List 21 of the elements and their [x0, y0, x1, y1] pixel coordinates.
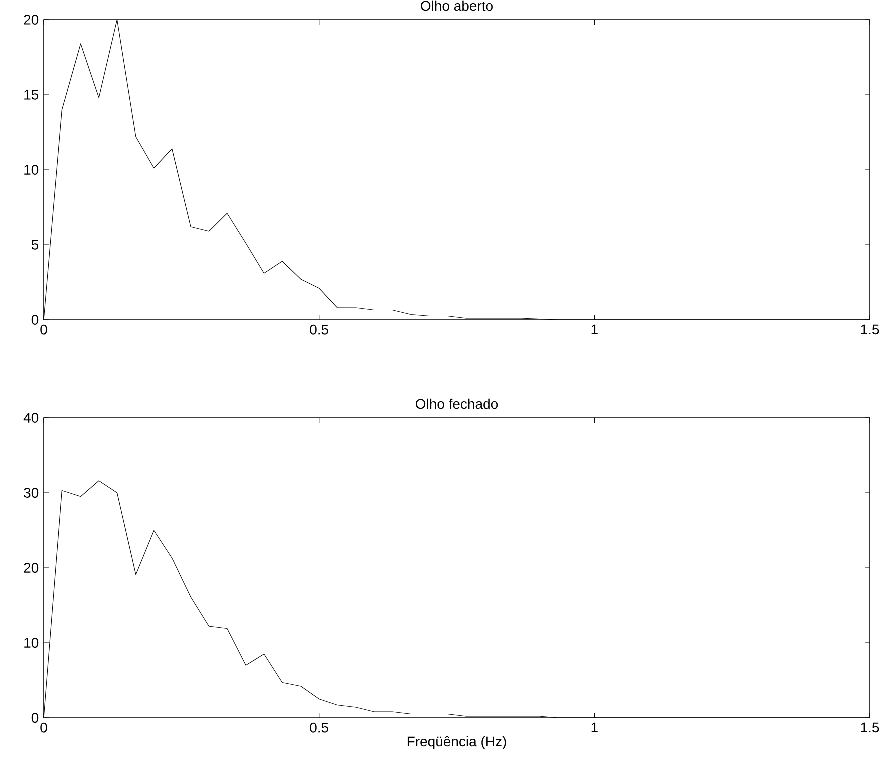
y-tick-label: 0	[32, 713, 39, 723]
y-tick-label: 30	[24, 488, 39, 498]
x-tick-label: 1.5	[861, 722, 880, 733]
x-tick-label: 0.5	[310, 722, 328, 733]
x-tick-label: 0.5	[310, 324, 328, 335]
y-tick-label: 10	[24, 165, 39, 175]
chart-title: Olho aberto	[421, 0, 493, 12]
x-tick-label: 1	[592, 722, 598, 732]
x-tick-label: 0	[40, 722, 48, 733]
y-tick-label: 0	[32, 315, 39, 325]
x-axis-title: Freqüência (Hz)	[408, 736, 506, 750]
y-tick-label: 15	[24, 90, 39, 100]
x-tick-label: 0	[40, 324, 48, 335]
y-tick-label: 40	[24, 413, 39, 423]
y-tick-label: 20	[24, 15, 39, 25]
y-tick-label: 20	[24, 563, 39, 573]
y-tick-label: 5	[32, 240, 39, 250]
chart-title: Olho fechado	[416, 398, 498, 410]
y-tick-label: 10	[24, 638, 39, 648]
x-tick-label: 1	[592, 324, 598, 334]
x-tick-label: 1.5	[861, 324, 880, 335]
